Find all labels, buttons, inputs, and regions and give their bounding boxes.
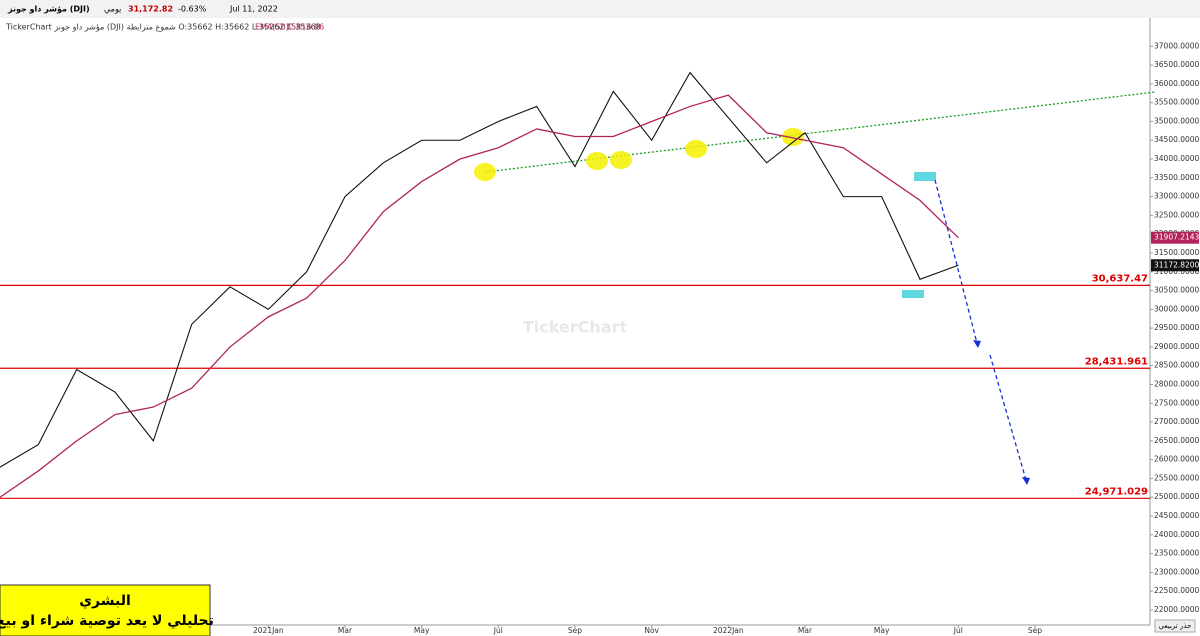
y-tick-label: 30500.0000 xyxy=(1154,286,1200,295)
y-tick-label: 36500.0000 xyxy=(1154,60,1200,69)
series-line xyxy=(0,71,959,468)
note-box xyxy=(0,584,211,636)
period: يومي xyxy=(104,5,121,14)
arrow-head xyxy=(973,340,981,348)
x-tick-label: Nov xyxy=(644,626,659,635)
x-tick-label: Mar xyxy=(338,626,353,635)
highlight xyxy=(474,163,496,181)
level-label: 28,431.961 xyxy=(1085,356,1148,367)
price-tag-label: 31172.8200 xyxy=(1154,260,1200,269)
y-tick-label: 30000.0000 xyxy=(1154,304,1200,313)
price: 31,172.82 xyxy=(128,5,173,14)
highlight xyxy=(610,151,632,169)
y-tick-label: 22000.0000 xyxy=(1154,605,1200,614)
y-tick-label: 35500.0000 xyxy=(1154,98,1200,107)
y-tick-label: 33000.0000 xyxy=(1154,192,1200,201)
arrow-head xyxy=(1022,477,1030,485)
y-tick-label: 25500.0000 xyxy=(1154,473,1200,482)
y-tick-label: 31500.0000 xyxy=(1154,248,1200,257)
y-tick-label: 22500.0000 xyxy=(1154,586,1200,595)
y-tick-label: 28000.0000 xyxy=(1154,380,1200,389)
ema-label: EMA(50) xyxy=(255,23,289,32)
highlight-box xyxy=(914,172,936,181)
y-tick-label: 34500.0000 xyxy=(1154,135,1200,144)
y-tick-label: 35000.0000 xyxy=(1154,116,1200,125)
highlight xyxy=(782,128,804,146)
price-tag xyxy=(1151,259,1199,272)
arrow-line xyxy=(934,179,978,344)
y-tick-label: 33500.0000 xyxy=(1154,173,1200,182)
y-tick-label: 26500.0000 xyxy=(1154,436,1200,445)
highlights xyxy=(474,128,804,181)
level-label: 30,637.47 xyxy=(1092,273,1148,284)
y-tick-label: 24500.0000 xyxy=(1154,511,1200,520)
y-tick-label: 32500.0000 xyxy=(1154,210,1200,219)
highlight xyxy=(586,152,608,170)
x-tick-label: Jul xyxy=(953,626,963,635)
y-tick-label: 23000.0000 xyxy=(1154,567,1200,576)
series-line xyxy=(0,94,959,498)
highlight-box xyxy=(902,290,924,298)
y-tick-label: 36000.0000 xyxy=(1154,79,1200,88)
y-tick-label: 29500.0000 xyxy=(1154,323,1200,332)
trend-line xyxy=(484,91,1156,173)
date: Jul 11, 2022 xyxy=(229,5,278,14)
y-tick-label: 23500.0000 xyxy=(1154,549,1200,558)
x-tick-label: Mar xyxy=(798,626,813,635)
y-tick-label: 29000.0000 xyxy=(1154,342,1200,351)
y-tick-label: 24000.0000 xyxy=(1154,530,1200,539)
y-tick-label: 34000.0000 xyxy=(1154,154,1200,163)
y-tick-label: 25000.0000 xyxy=(1154,492,1200,501)
x-tick-label: May xyxy=(414,626,430,635)
price-tag xyxy=(1151,231,1199,244)
x-tick-label: 2021Jan xyxy=(253,626,284,635)
level-label: 24,971.029 xyxy=(1085,486,1148,497)
note-disclaimer: تحليلي لا يعد توصية شراء او بيع xyxy=(0,613,214,629)
symbol-name: مؤشر داو جونز (DJI) xyxy=(7,5,90,14)
x-tick-label: 2022Jan xyxy=(713,626,744,635)
change: -0.63% xyxy=(178,5,207,14)
plot: 22000.0000 22500.0000 23000.0000 23500.0000… xyxy=(0,41,1200,635)
header-bar xyxy=(0,0,1200,18)
highlight xyxy=(685,140,707,158)
info: TickerChart مؤشر داو جونز (DJI) شموع متر… xyxy=(5,23,321,32)
ema-value: 35816.96 xyxy=(286,23,324,32)
scale-button-label[interactable]: جذر تربيعي xyxy=(1159,622,1192,630)
y-tick-label: 28500.0000 xyxy=(1154,361,1200,370)
note-author: البشري xyxy=(79,593,131,610)
y-tick-label: 26000.0000 xyxy=(1154,455,1200,464)
x-tick-label: Jul xyxy=(493,626,503,635)
projection xyxy=(934,179,1027,481)
x-tick-label: Sep xyxy=(568,626,582,635)
y-tick-label: 27000.0000 xyxy=(1154,417,1200,426)
price-tag-label: 31907.2143 xyxy=(1154,233,1200,242)
scale-button[interactable] xyxy=(1154,619,1196,633)
watermark: TickerChart xyxy=(523,318,628,337)
arrow-line xyxy=(989,354,1027,481)
y-tick-label: 37000.0000 xyxy=(1154,41,1200,50)
y-tick-label: 27500.0000 xyxy=(1154,398,1200,407)
x-tick-label: May xyxy=(874,626,890,635)
x-tick-label: Sep xyxy=(1028,626,1042,635)
